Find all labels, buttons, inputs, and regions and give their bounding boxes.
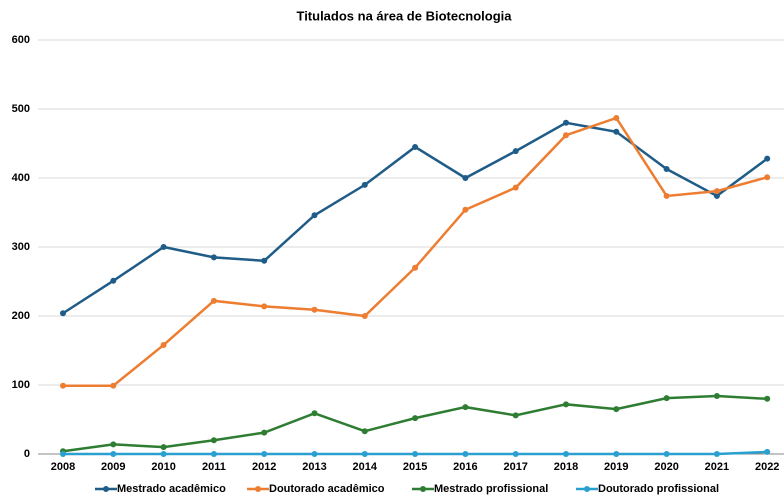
y-tick-label: 200 <box>12 310 30 322</box>
point <box>462 404 469 411</box>
y-tick-label: 0 <box>24 448 30 460</box>
point <box>663 166 670 173</box>
point <box>613 114 620 121</box>
x-tick-label: 2021 <box>705 461 729 473</box>
point <box>160 244 167 250</box>
point <box>210 254 217 261</box>
chart-title: Titulados na área de Biotecnologia <box>296 8 512 23</box>
point <box>462 206 469 213</box>
legend-marker <box>255 486 261 492</box>
point <box>261 429 268 436</box>
point <box>462 175 469 181</box>
point <box>512 451 519 457</box>
point <box>311 451 318 457</box>
x-tick-label: 2010 <box>151 461 175 473</box>
point <box>563 119 569 126</box>
point <box>663 192 670 199</box>
y-tick-label: 400 <box>12 172 30 184</box>
x-tick-label: 2015 <box>403 461 427 473</box>
point <box>110 277 117 284</box>
point <box>160 341 167 348</box>
point <box>361 313 368 319</box>
point <box>60 310 66 317</box>
point <box>412 143 419 150</box>
legend-label: Mestrado acadêmico <box>117 483 226 495</box>
point <box>563 401 569 408</box>
point <box>261 451 268 457</box>
point <box>462 451 469 457</box>
point <box>361 451 368 457</box>
point <box>110 441 117 448</box>
point <box>311 212 318 219</box>
series-line <box>63 116 768 387</box>
x-tick-label: 2011 <box>202 461 226 473</box>
point <box>210 297 217 304</box>
point <box>563 451 569 457</box>
point <box>764 174 771 181</box>
y-tick-label: 600 <box>12 34 30 46</box>
series-line <box>62 121 768 315</box>
point <box>412 451 419 457</box>
x-tick-label: 2014 <box>353 461 378 473</box>
y-tick-label: 100 <box>12 379 30 391</box>
y-tick-label: 300 <box>12 241 30 253</box>
point <box>512 184 519 191</box>
x-tick-label: 2009 <box>101 461 125 473</box>
point <box>311 410 318 417</box>
point <box>412 264 419 271</box>
point <box>160 451 167 457</box>
point <box>764 155 771 162</box>
point <box>261 303 268 310</box>
point <box>713 451 720 457</box>
point <box>613 406 620 413</box>
x-tick-label: 2017 <box>503 461 527 473</box>
y-tick-label: 500 <box>12 103 30 115</box>
point <box>361 428 368 435</box>
legend-marker <box>584 486 590 492</box>
x-tick-label: 2020 <box>654 461 678 473</box>
point <box>261 257 268 264</box>
x-tick-label: 2022 <box>755 461 779 473</box>
legend-label: Doutorado acadêmico <box>269 483 385 495</box>
point <box>663 451 670 457</box>
legend-label: Mestrado profissional <box>434 483 548 495</box>
point <box>512 148 519 155</box>
legend-label: Doutorado profissional <box>598 483 719 495</box>
point <box>764 448 771 455</box>
point <box>512 412 519 419</box>
point <box>663 395 670 402</box>
point <box>210 437 217 444</box>
point <box>613 451 620 457</box>
point <box>311 306 318 313</box>
point <box>110 451 117 457</box>
point <box>60 451 66 457</box>
point <box>713 192 720 199</box>
point <box>160 444 167 451</box>
point <box>412 415 419 422</box>
point <box>110 382 117 389</box>
point <box>713 188 720 195</box>
x-tick-label: 2012 <box>252 461 276 473</box>
point <box>210 451 217 457</box>
point <box>563 132 569 139</box>
point <box>613 128 620 135</box>
x-tick-label: 2013 <box>302 461 326 473</box>
x-tick-label: 2016 <box>453 461 477 473</box>
x-tick-label: 2018 <box>554 461 578 473</box>
point <box>60 382 66 389</box>
series-line <box>62 394 768 453</box>
x-tick-label: 2019 <box>604 461 628 473</box>
legend-marker <box>103 486 109 492</box>
point <box>361 181 368 188</box>
point <box>764 395 771 402</box>
point <box>713 393 720 400</box>
x-tick-label: 2008 <box>51 461 75 473</box>
legend-marker <box>420 486 426 492</box>
